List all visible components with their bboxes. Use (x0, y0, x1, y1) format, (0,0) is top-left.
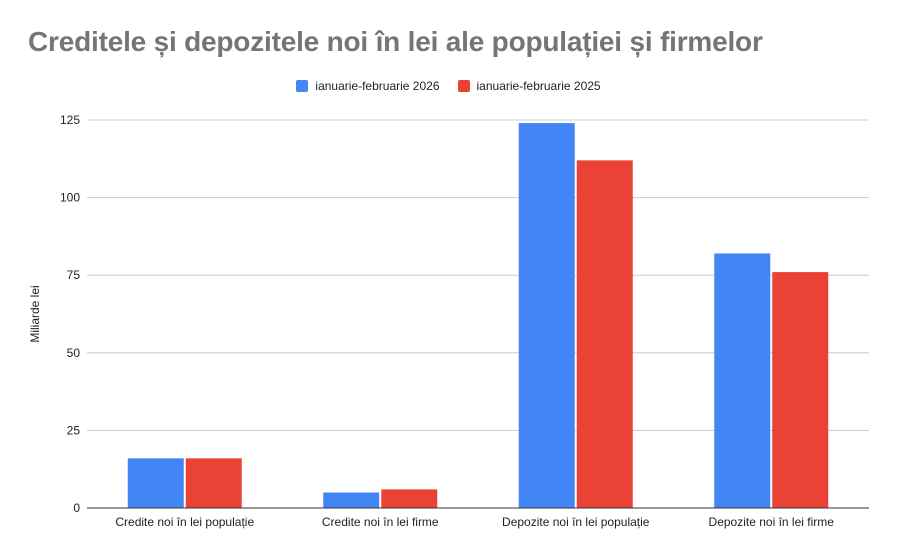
y-tick-label-50: 50 (67, 346, 81, 360)
y-tick-label-125: 125 (60, 113, 80, 127)
legend-item-2026: ianuarie-februarie 2026 (296, 79, 440, 93)
x-tick-label-4: Depozite noi în lei firme (709, 515, 835, 529)
legend-swatch-2026 (296, 80, 309, 92)
y-tick-label-75: 75 (67, 268, 81, 282)
legend-label-2025: ianuarie-februarie 2025 (476, 79, 601, 93)
x-tick-label-3: Depozite noi în lei populație (502, 515, 650, 529)
bar-series1-cat1 (127, 458, 184, 508)
y-tick-label-100: 100 (60, 191, 80, 205)
bars-layer (127, 123, 829, 509)
bar-series1-cat4 (714, 253, 771, 508)
y-tick-label-25: 25 (67, 423, 81, 437)
chart-title: Creditele și depozitele noi în lei ale p… (28, 26, 763, 57)
bar-series2-cat1 (185, 458, 242, 508)
legend-label-2026: ianuarie-februarie 2026 (315, 79, 440, 93)
bar-series2-cat2 (381, 489, 438, 508)
y-axis-label: Miliarde lei (28, 285, 42, 342)
bar-series2-cat4 (772, 272, 829, 508)
bar-series1-cat3 (518, 123, 575, 508)
axis-layer: 0 25 50 75 100 125 Credite noi în lei populați… (60, 113, 869, 529)
legend-item-2025: ianuarie-februarie 2025 (457, 79, 601, 93)
y-tick-label-0: 0 (73, 501, 80, 515)
legend-swatch-2025 (457, 80, 470, 92)
legend: ianuarie-februarie 2026 ianuarie-februar… (0, 79, 897, 93)
bar-series1-cat2 (323, 492, 380, 508)
bar-series2-cat3 (576, 160, 633, 509)
x-tick-label-2: Credite noi în lei firme (322, 515, 439, 529)
x-tick-label-1: Credite noi în lei populație (115, 515, 254, 529)
